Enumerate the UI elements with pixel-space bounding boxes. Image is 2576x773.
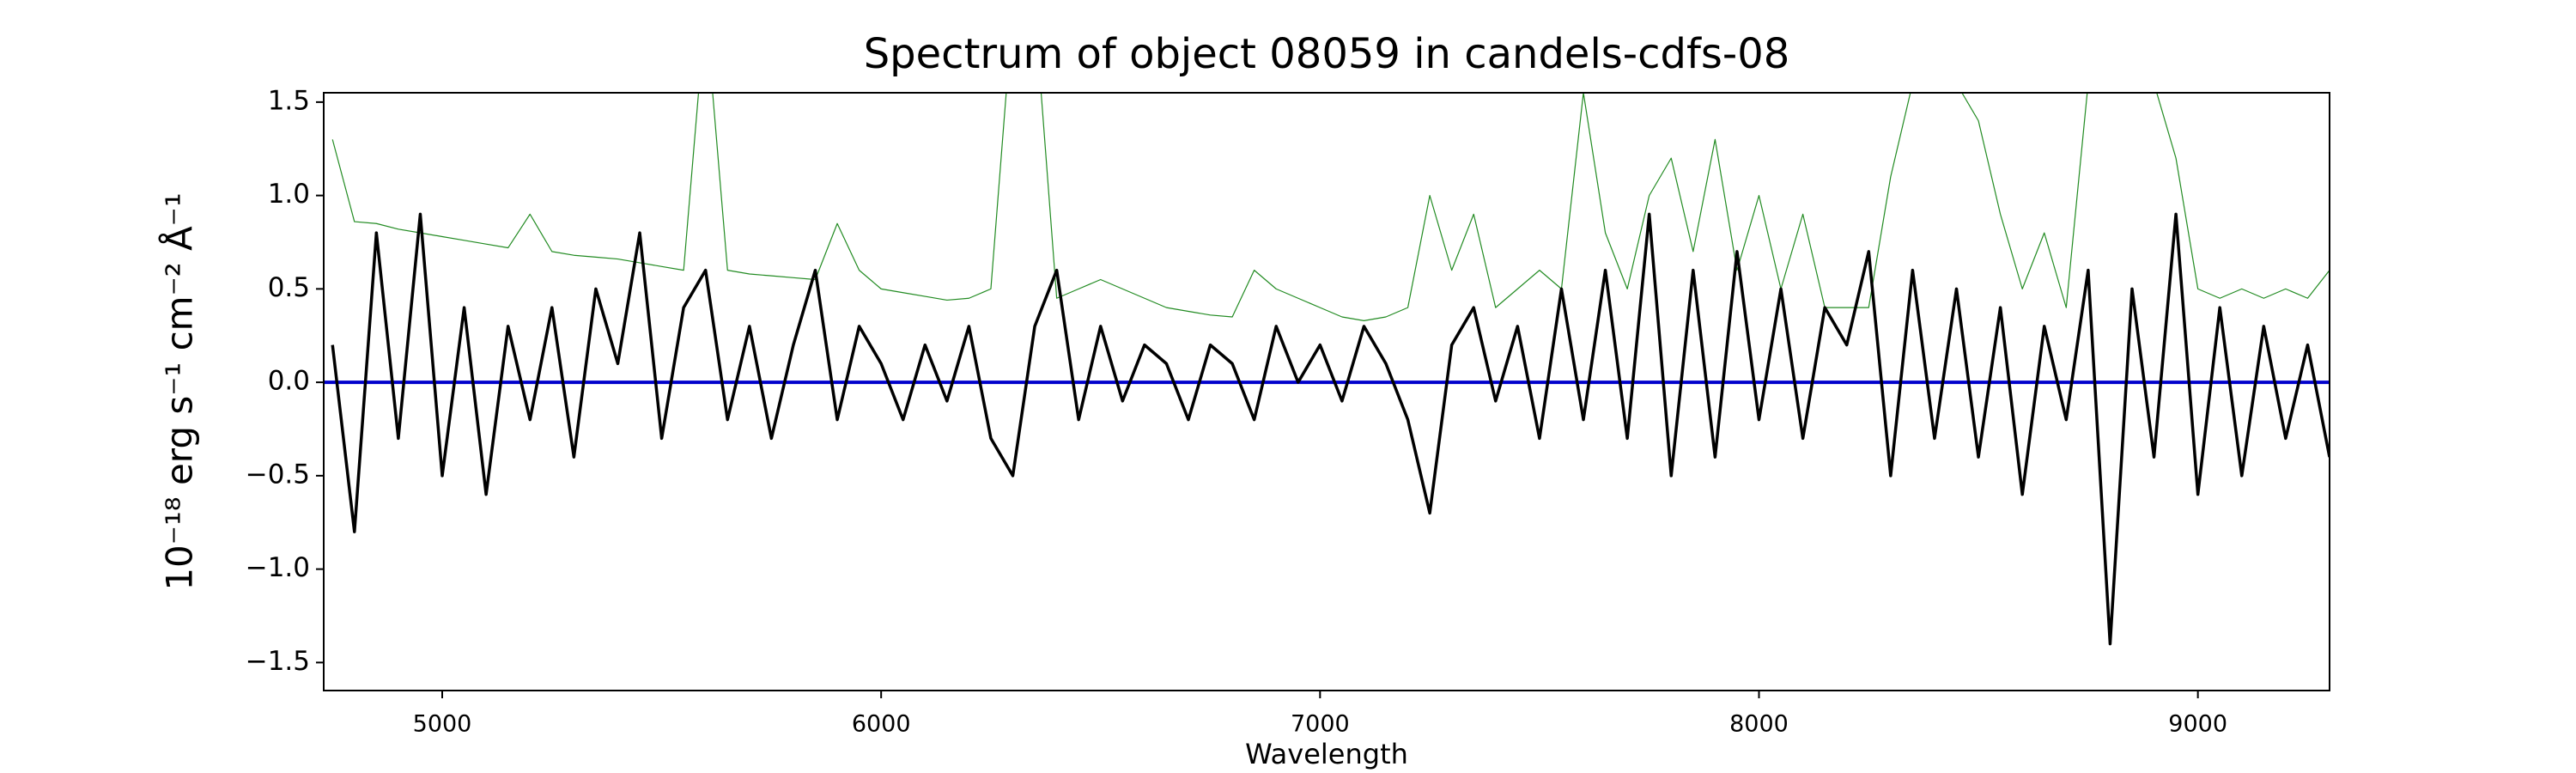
x-axis-label: Wavelength xyxy=(1245,738,1408,770)
y-tick-label: 0.5 xyxy=(268,272,310,303)
axes-frame xyxy=(323,92,2330,691)
x-tick-label: 7000 xyxy=(1291,711,1350,738)
y-tick-label: −0.5 xyxy=(246,459,310,490)
spectrum-line xyxy=(331,212,2330,646)
y-tick-label: 1.0 xyxy=(268,179,310,210)
y-tick-label: −1.5 xyxy=(246,646,310,677)
chart-title: Spectrum of object 08059 in candels-cdfs… xyxy=(864,30,1790,78)
x-tick-label: 6000 xyxy=(852,711,911,738)
y-tick-label: −1.0 xyxy=(246,552,310,583)
y-tick-label: 1.5 xyxy=(268,85,310,116)
plot-area xyxy=(324,93,2330,646)
spectrum-line xyxy=(331,93,2330,321)
y-axis-label: 10⁻¹⁸ erg s⁻¹ cm⁻² Å⁻¹ xyxy=(158,192,201,590)
x-tick-label: 9000 xyxy=(2168,711,2227,738)
x-tick-label: 8000 xyxy=(1729,711,1789,738)
x-tick-label: 5000 xyxy=(413,711,472,738)
y-tick-label: 0.0 xyxy=(268,366,310,397)
